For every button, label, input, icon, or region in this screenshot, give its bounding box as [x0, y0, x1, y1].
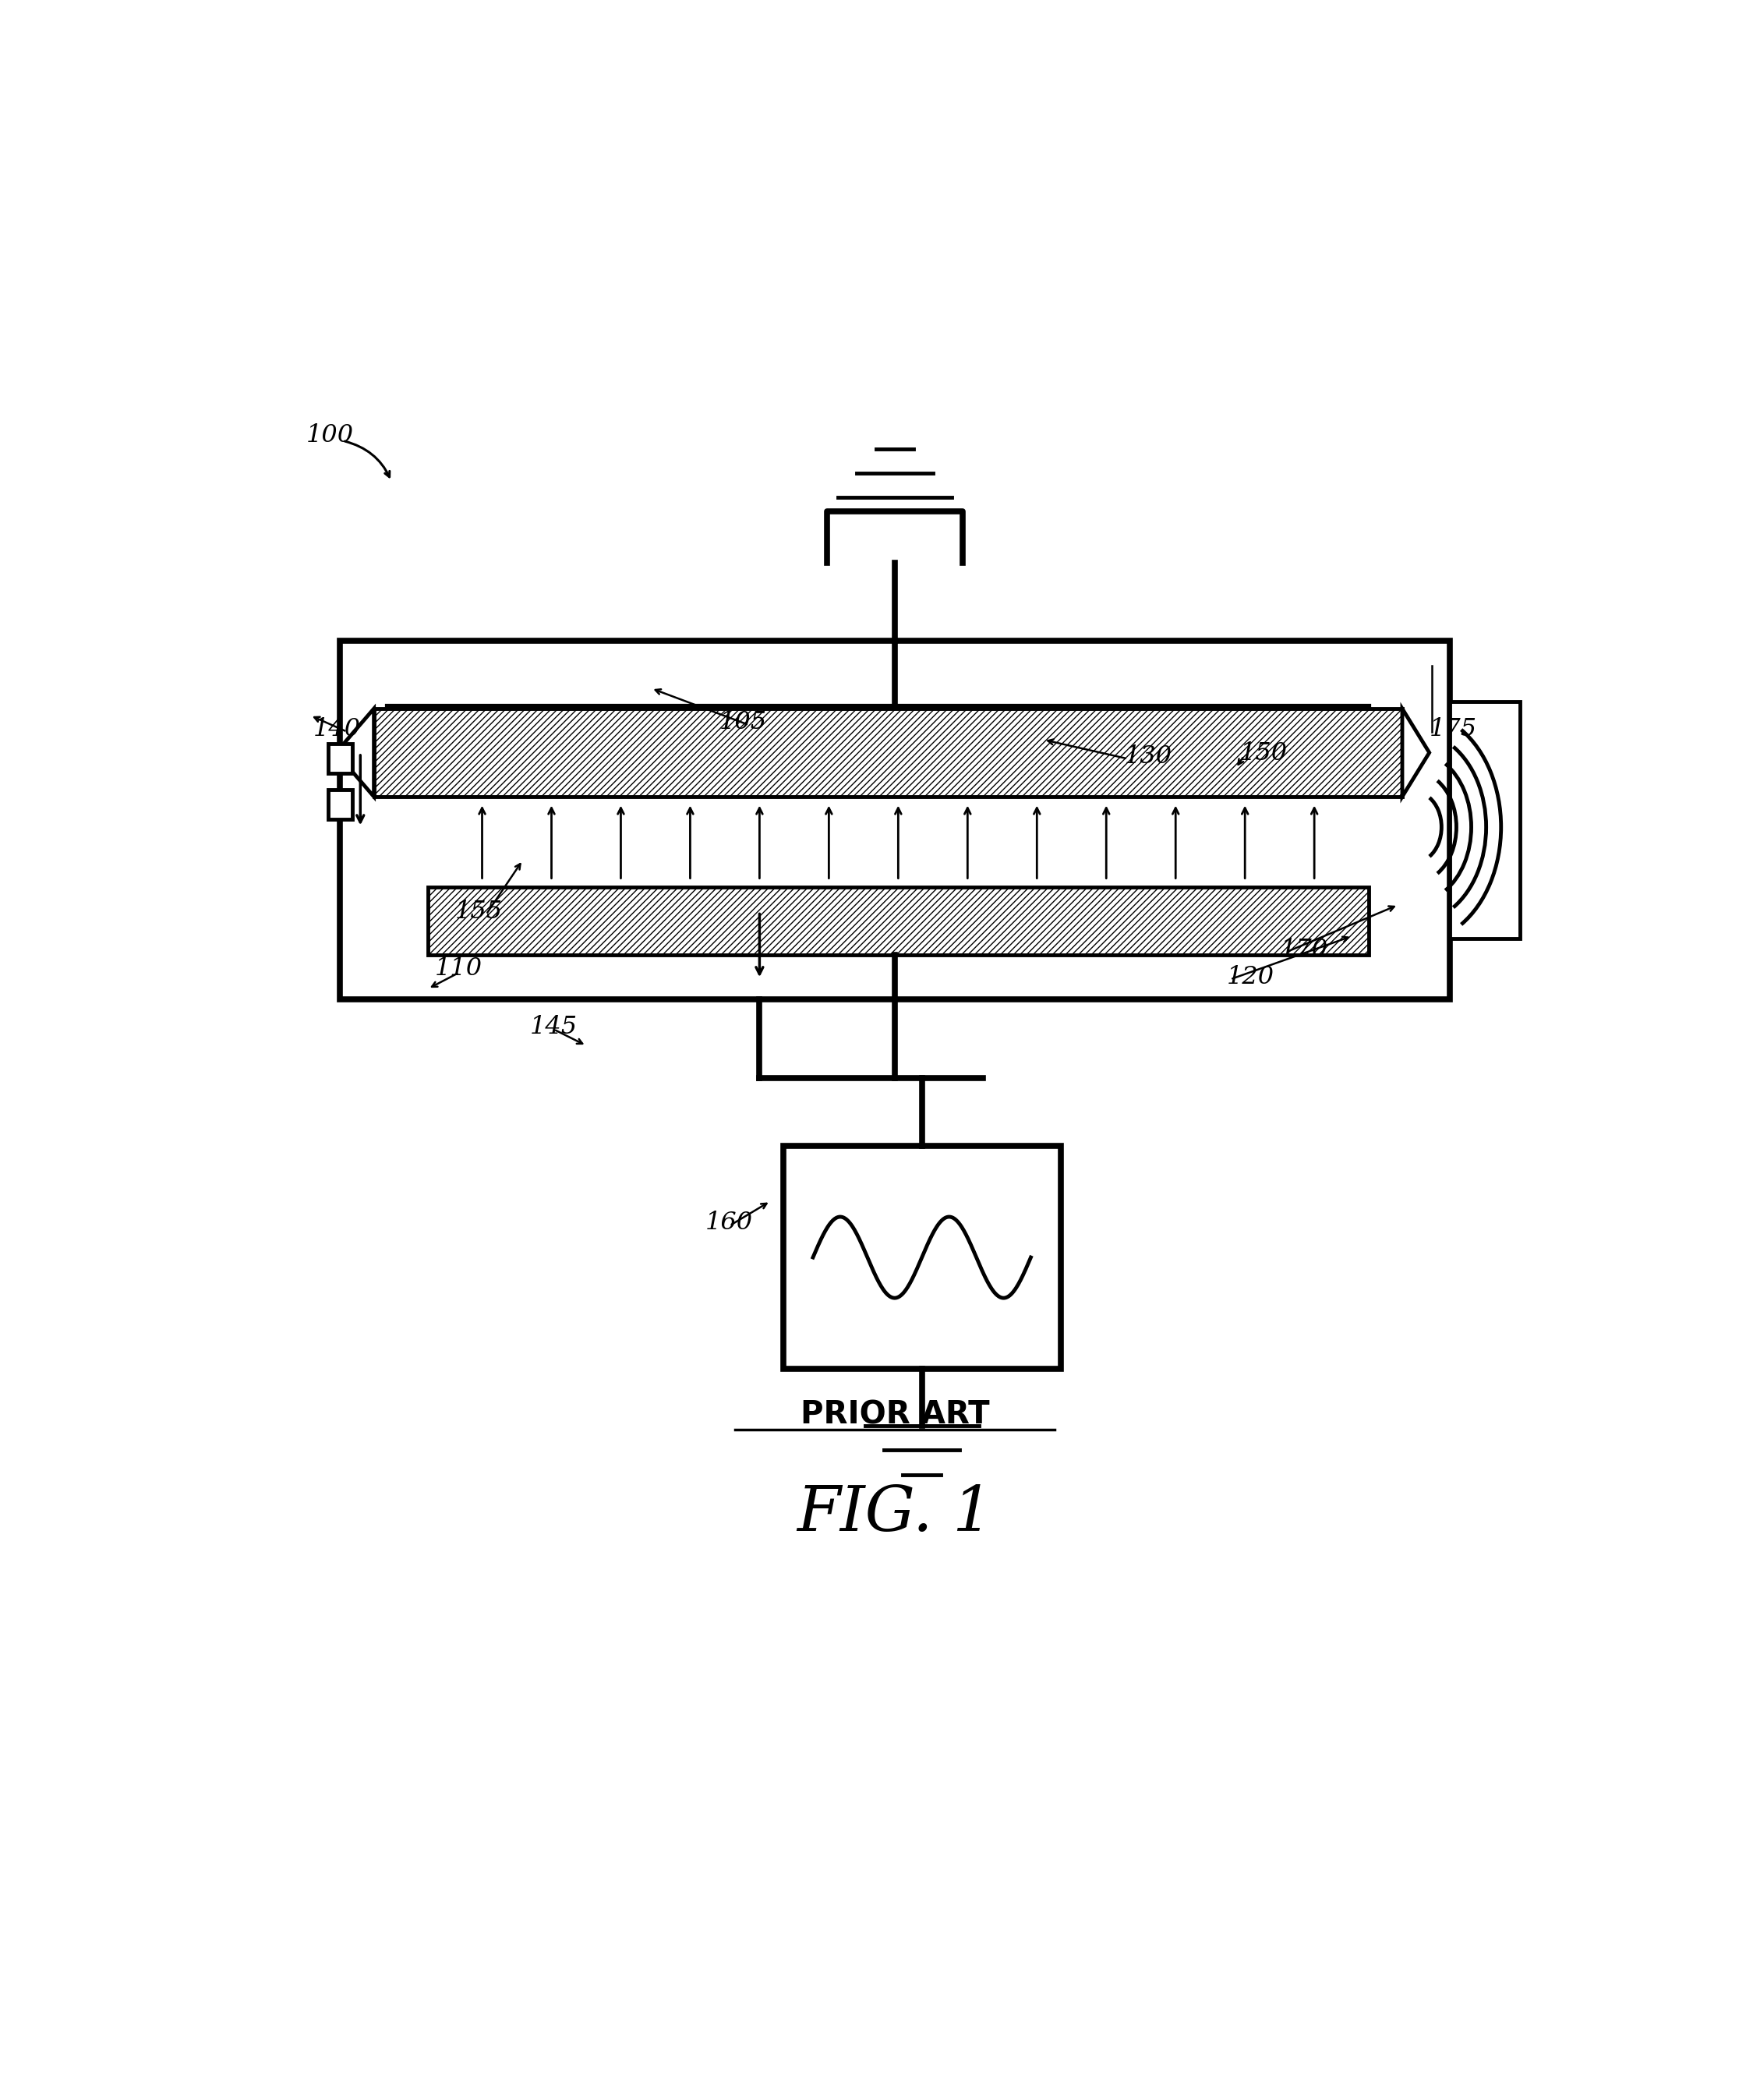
Bar	[328, 743, 353, 773]
Text: 120: 120	[1226, 964, 1275, 989]
Polygon shape	[335, 708, 374, 796]
Text: 110: 110	[435, 956, 482, 981]
Bar	[428, 888, 1369, 956]
Text: 160: 160	[705, 1212, 753, 1235]
Text: 105: 105	[719, 710, 766, 735]
Text: 175: 175	[1430, 716, 1477, 741]
Text: 170: 170	[1280, 937, 1329, 962]
Polygon shape	[1402, 708, 1430, 796]
Text: 145: 145	[529, 1014, 578, 1040]
Bar	[428, 888, 1369, 956]
Text: FIG. 1: FIG. 1	[796, 1483, 993, 1544]
Text: 100: 100	[306, 424, 354, 447]
Text: 150: 150	[1240, 741, 1287, 766]
Bar	[340, 640, 1449, 1000]
Bar	[374, 708, 1402, 796]
Text: 130: 130	[1124, 743, 1173, 769]
Text: PRIOR ART: PRIOR ART	[800, 1399, 990, 1430]
Bar	[784, 1147, 1060, 1369]
Bar	[328, 790, 353, 819]
Text: 155: 155	[456, 899, 503, 924]
Text: 140: 140	[313, 716, 361, 741]
Bar	[374, 708, 1402, 796]
Bar	[1449, 701, 1521, 939]
